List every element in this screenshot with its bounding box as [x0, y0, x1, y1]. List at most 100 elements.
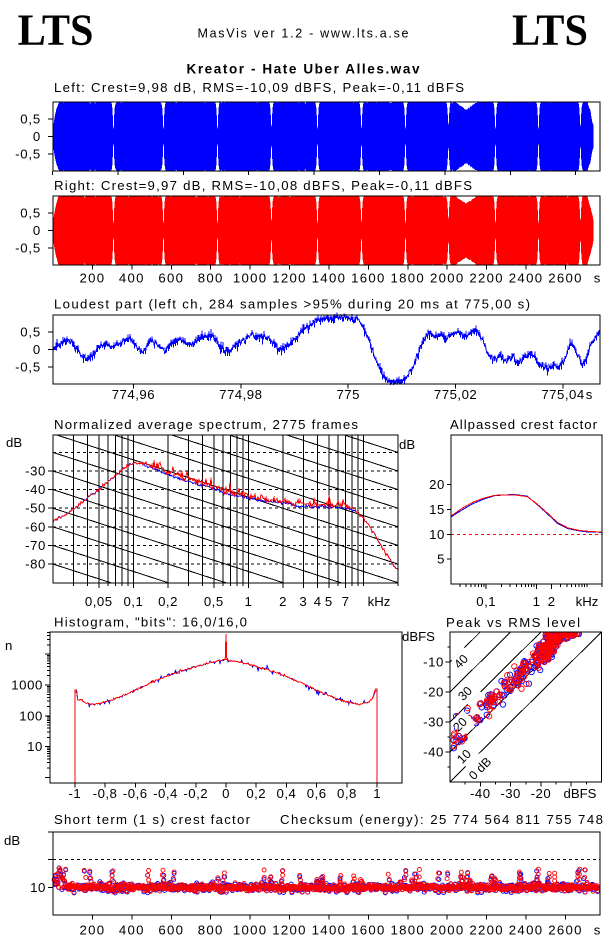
svg-text:-0,5: -0,5	[15, 241, 41, 256]
svg-text:1200: 1200	[272, 271, 307, 286]
svg-text:s: s	[594, 923, 601, 938]
svg-text:LTS: LTS	[512, 7, 588, 55]
svg-text:0: 0	[33, 223, 41, 238]
svg-text:0,05: 0,05	[85, 594, 113, 609]
svg-text:Left: Crest=9,98 dB, RMS=-10,0: Left: Crest=9,98 dB, RMS=-10,09 dBFS, Pe…	[54, 80, 464, 95]
svg-text:s: s	[586, 387, 593, 402]
svg-text:-0,4: -0,4	[153, 786, 178, 801]
svg-text:Right: Crest=9,97 dB, RMS=-10,: Right: Crest=9,97 dB, RMS=-10,08 dBFS, P…	[54, 178, 472, 193]
svg-text:0,1: 0,1	[123, 594, 143, 609]
svg-text:Short term (1 s) crest factor: Short term (1 s) crest factor	[54, 812, 251, 827]
svg-text:0,5: 0,5	[20, 325, 41, 340]
svg-text:-70: -70	[25, 538, 46, 553]
svg-text:800: 800	[198, 271, 224, 286]
svg-text:0,2: 0,2	[246, 786, 266, 801]
svg-text:Checksum (energy): 25 774 564: Checksum (energy): 25 774 564 811 755 74…	[280, 812, 603, 827]
svg-text:0,5: 0,5	[204, 594, 224, 609]
svg-text:kHz: kHz	[368, 594, 391, 609]
svg-text:0: 0	[222, 786, 230, 801]
svg-text:1600: 1600	[351, 923, 386, 938]
svg-text:-1: -1	[68, 786, 81, 801]
svg-text:600: 600	[158, 923, 184, 938]
svg-text:1: 1	[533, 594, 541, 609]
svg-text:10: 10	[27, 739, 43, 754]
svg-text:-50: -50	[25, 501, 46, 516]
svg-text:10: 10	[429, 527, 445, 542]
svg-text:dBFS: dBFS	[564, 786, 597, 801]
svg-text:400: 400	[119, 923, 145, 938]
svg-text:Kreator - Hate Uber Alles.wav: Kreator - Hate Uber Alles.wav	[187, 62, 420, 77]
svg-text:-10: -10	[423, 655, 444, 670]
svg-text:1400: 1400	[312, 923, 347, 938]
svg-text:200: 200	[79, 271, 105, 286]
svg-text:-80: -80	[25, 557, 46, 572]
svg-text:1400: 1400	[312, 271, 347, 286]
svg-text:2400: 2400	[509, 923, 544, 938]
svg-text:2200: 2200	[469, 923, 504, 938]
svg-text:-40: -40	[25, 482, 46, 497]
svg-text:kHz: kHz	[576, 594, 599, 609]
svg-text:-40: -40	[423, 745, 444, 760]
svg-text:1000: 1000	[233, 271, 268, 286]
svg-text:775,02: 775,02	[434, 387, 477, 402]
svg-text:2: 2	[279, 594, 287, 609]
svg-text:400: 400	[119, 271, 145, 286]
svg-text:0: 0	[33, 129, 41, 144]
svg-text:0: 0	[33, 342, 41, 357]
svg-text:0,6: 0,6	[307, 786, 327, 801]
svg-text:-30: -30	[423, 715, 444, 730]
svg-text:Histogram, "bits": 16,0/16,0: Histogram, "bits": 16,0/16,0	[54, 615, 247, 630]
svg-text:1: 1	[373, 786, 381, 801]
svg-text:-0,5: -0,5	[15, 360, 41, 375]
svg-text:LTS: LTS	[18, 7, 94, 55]
svg-text:7: 7	[342, 594, 350, 609]
svg-text:dB: dB	[4, 833, 20, 848]
svg-text:0,5: 0,5	[20, 112, 41, 127]
svg-text:2600: 2600	[548, 923, 583, 938]
svg-text:0,1: 0,1	[476, 594, 496, 609]
svg-text:2400: 2400	[509, 271, 544, 286]
svg-text:-20: -20	[531, 786, 552, 801]
svg-text:-30: -30	[500, 786, 521, 801]
svg-text:2000: 2000	[430, 923, 465, 938]
svg-text:1200: 1200	[272, 923, 307, 938]
svg-text:-30: -30	[25, 464, 46, 479]
svg-text:1000: 1000	[233, 923, 268, 938]
svg-text:200: 200	[79, 923, 105, 938]
svg-text:MasVis ver 1.2 - www.lts.a.se: MasVis ver 1.2 - www.lts.a.se	[198, 27, 409, 41]
svg-text:10: 10	[30, 880, 46, 895]
svg-text:1: 1	[244, 594, 252, 609]
svg-text:2: 2	[548, 594, 556, 609]
svg-text:600: 600	[158, 271, 184, 286]
svg-text:-20: -20	[423, 685, 444, 700]
svg-text:4: 4	[314, 594, 322, 609]
svg-text:-0,6: -0,6	[123, 786, 148, 801]
svg-text:3: 3	[299, 594, 307, 609]
svg-text:0,4: 0,4	[277, 786, 297, 801]
svg-text:-0,2: -0,2	[183, 786, 208, 801]
svg-text:774,96: 774,96	[112, 387, 155, 402]
svg-text:0,2: 0,2	[158, 594, 178, 609]
svg-text:dB: dB	[6, 435, 22, 450]
svg-text:20: 20	[429, 477, 445, 492]
svg-text:s: s	[594, 271, 601, 286]
svg-text:Normalized average spectrum, 2: Normalized average spectrum, 2775 frames	[54, 417, 358, 432]
svg-text:1000: 1000	[11, 678, 43, 693]
svg-text:800: 800	[198, 923, 224, 938]
svg-text:2000: 2000	[430, 271, 465, 286]
svg-text:1600: 1600	[351, 271, 386, 286]
svg-text:-60: -60	[25, 519, 46, 534]
svg-text:-0,5: -0,5	[15, 147, 41, 162]
svg-text:1800: 1800	[391, 923, 426, 938]
svg-text:dB: dB	[399, 437, 415, 452]
svg-text:Peak vs RMS level: Peak vs RMS level	[446, 615, 580, 630]
svg-text:0,8: 0,8	[337, 786, 357, 801]
svg-text:-0,8: -0,8	[93, 786, 118, 801]
svg-text:dBFS: dBFS	[402, 629, 435, 644]
svg-text:5: 5	[325, 594, 333, 609]
svg-text:Allpassed crest factor: Allpassed crest factor	[450, 417, 598, 432]
svg-text:774,98: 774,98	[219, 387, 262, 402]
svg-text:775,04: 775,04	[541, 387, 584, 402]
svg-text:5: 5	[437, 552, 445, 567]
svg-text:2200: 2200	[469, 271, 504, 286]
